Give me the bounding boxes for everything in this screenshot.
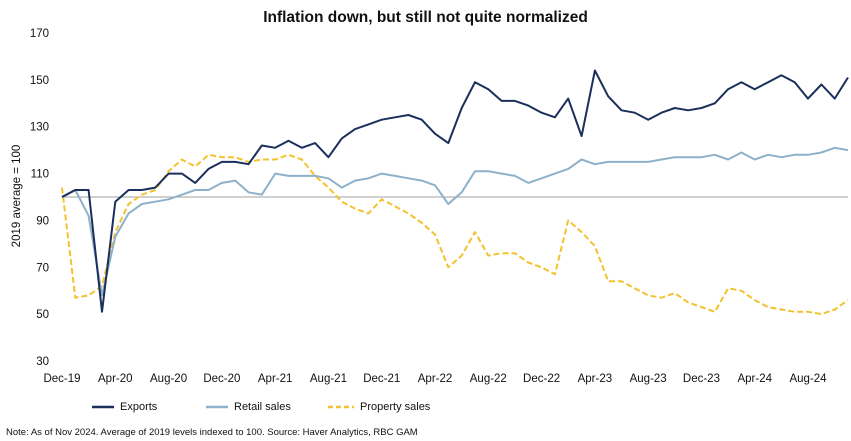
y-tick-label: 110 — [31, 169, 49, 181]
x-axis: Dec-19 Apr-20 Aug-20 Dec-20 Apr-21 Aug-21 Dec-… — [43, 373, 827, 385]
x-tick-label: Apr-24 — [737, 373, 772, 385]
legend-item-retail-sales: Retail sales — [206, 401, 291, 413]
x-tick-label: Aug-22 — [470, 373, 507, 385]
y-axis: 30 50 70 90 110 130 150 170 — [30, 28, 49, 368]
x-tick-label: Aug-23 — [630, 373, 667, 385]
legend-swatch-property-sales — [328, 405, 354, 409]
x-tick-label: Apr-22 — [418, 373, 453, 385]
legend-label-property-sales: Property sales — [360, 401, 431, 413]
x-tick-label: Dec-23 — [683, 373, 720, 385]
y-tick-label: 150 — [30, 75, 49, 87]
x-tick-label: Aug-20 — [150, 373, 187, 385]
series-line-property-sales — [61, 153, 849, 316]
y-tick-label: 130 — [30, 122, 49, 134]
x-tick-label: Dec-21 — [363, 373, 400, 385]
y-tick-label: 70 — [36, 262, 49, 274]
footnote: Note: As of Nov 2024. Average of 2019 le… — [6, 427, 418, 438]
legend-item-property-sales: Property sales — [328, 401, 430, 413]
series-line-retail-sales — [61, 146, 849, 297]
y-axis-label: 2019 average = 100 — [11, 145, 23, 248]
legend-label-exports: Exports — [120, 401, 158, 413]
legend-swatch-exports — [92, 405, 114, 409]
chart-title: Inflation down, but still not quite norm… — [263, 9, 588, 26]
y-tick-label: 50 — [36, 309, 49, 321]
x-tick-label: Dec-22 — [523, 373, 560, 385]
x-tick-label: Dec-20 — [203, 373, 240, 385]
series-group — [61, 69, 849, 316]
legend-item-exports: Exports — [92, 401, 157, 413]
series-line-exports — [61, 69, 849, 313]
y-tick-label: 90 — [36, 215, 49, 227]
legend-label-retail-sales: Retail sales — [234, 401, 291, 413]
y-tick-label: 170 — [30, 28, 49, 40]
x-tick-label: Dec-19 — [43, 373, 80, 385]
legend-swatch-retail-sales — [206, 405, 228, 409]
x-tick-label: Aug-24 — [789, 373, 827, 385]
x-tick-label: Apr-21 — [258, 373, 293, 385]
x-tick-label: Apr-20 — [98, 373, 133, 385]
y-tick-label: 30 — [36, 356, 49, 368]
x-tick-label: Apr-23 — [578, 373, 613, 385]
x-tick-label: Aug-21 — [310, 373, 347, 385]
